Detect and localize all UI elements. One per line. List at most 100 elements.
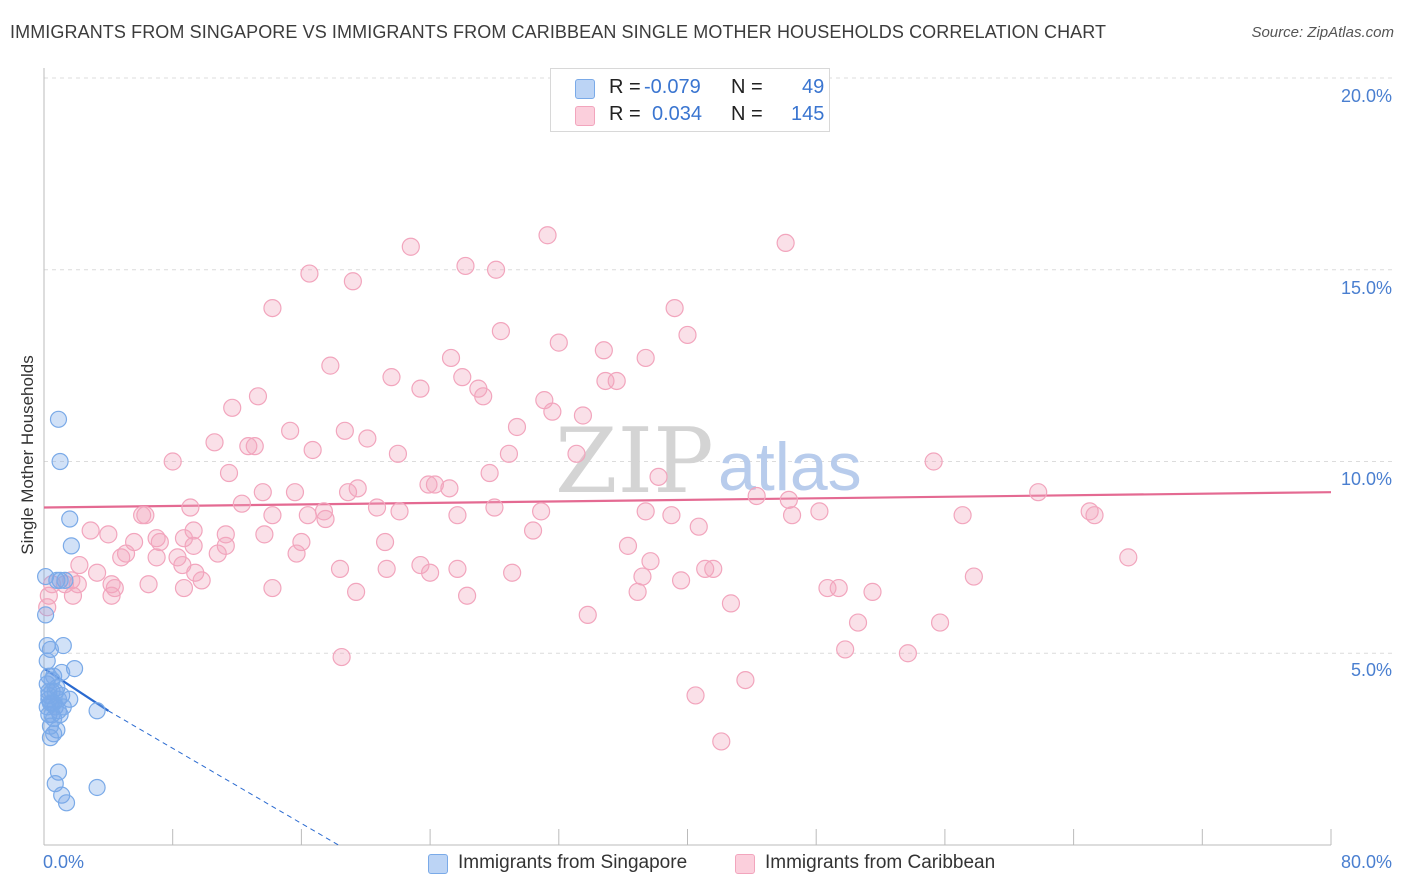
caribbean-point (818, 578, 837, 598)
caribbean-point (205, 433, 224, 452)
caribbean-point (491, 322, 510, 341)
caribbean-point (116, 544, 136, 563)
bottom-legend-label-caribbean: Immigrants from Caribbean (765, 852, 996, 873)
caribbean-point (671, 571, 691, 590)
caribbean-point (633, 567, 652, 586)
caribbean-point (263, 299, 282, 318)
singapore-point (88, 702, 106, 720)
caribbean-point (184, 521, 203, 540)
legend-swatch-caribbean (575, 106, 595, 126)
trend-lines (43, 491, 1332, 846)
singapore-point (49, 410, 68, 428)
singapore-point (41, 717, 60, 735)
legend-r-label: R = (609, 76, 641, 98)
caribbean-point (219, 463, 239, 483)
caribbean-point (686, 686, 705, 705)
source-label: Source: ZipAtlas.com (1251, 24, 1394, 41)
x-tick-min: 0.0% (43, 852, 85, 872)
correlation-legend: R = -0.079 N = 49 R = 0.034 N = 145 (550, 68, 830, 132)
caribbean-point (573, 406, 593, 425)
watermark-atlas: atlas (718, 429, 862, 505)
caribbean-point (388, 444, 408, 463)
singapore-point (38, 652, 56, 670)
caribbean-point (712, 732, 731, 751)
singapore-trend-extension (108, 710, 339, 846)
caribbean-point (263, 506, 282, 525)
caribbean-point (448, 506, 467, 525)
singapore-point (61, 510, 79, 528)
caribbean-points (38, 226, 1138, 751)
caribbean-point (567, 444, 586, 463)
bottom-legend-swatch-caribbean (735, 854, 755, 874)
caribbean-point (538, 226, 557, 245)
chart-title: IMMIGRANTS FROM SINGAPORE VS IMMIGRANTS … (10, 22, 1107, 42)
caribbean-point (419, 475, 438, 494)
caribbean-point (411, 379, 430, 398)
caribbean-point (133, 506, 152, 525)
caribbean-point (458, 586, 477, 605)
caribbean-point (401, 237, 420, 256)
caribbean-point (316, 509, 335, 529)
caribbean-point (348, 479, 367, 498)
caribbean-point (662, 506, 681, 525)
y-axis-label: Single Mother Households (18, 355, 37, 555)
caribbean-point (649, 467, 668, 486)
caribbean-point (248, 387, 268, 406)
caribbean-point (263, 578, 282, 598)
legend-n-label: N = (731, 76, 763, 98)
caribbean-point (721, 594, 741, 613)
caribbean-point (863, 582, 882, 601)
caribbean-point (68, 575, 87, 594)
caribbean-point (382, 368, 401, 387)
caribbean-point (964, 567, 983, 586)
caribbean-point (636, 348, 655, 368)
caribbean-point (425, 475, 445, 494)
caribbean-point (628, 582, 647, 601)
singapore-point (65, 659, 84, 678)
caribbean-point (1080, 502, 1099, 521)
singapore-point (48, 571, 66, 589)
caribbean-point (485, 498, 504, 517)
caribbean-point (898, 644, 917, 663)
caribbean-point (953, 506, 972, 525)
caribbean-point (453, 368, 472, 387)
caribbean-point (99, 525, 118, 544)
legend-swatch-singapore (575, 79, 595, 99)
legend-n-value-singapore: 49 (802, 76, 825, 98)
caribbean-point (678, 325, 697, 345)
caribbean-point (594, 341, 613, 360)
caribbean-point (147, 548, 166, 567)
caribbean-point (139, 575, 158, 594)
caribbean-point (1029, 483, 1048, 502)
caribbean-point (184, 536, 203, 555)
caribbean-point (292, 532, 311, 552)
caribbean-point (924, 452, 943, 471)
caribbean-point (87, 563, 107, 582)
singapore-point (54, 698, 72, 716)
caribbean-point (486, 260, 506, 279)
caribbean-point (665, 299, 684, 318)
y-tick-15: 15.0% (1340, 278, 1392, 298)
y-tick-10: 10.0% (1340, 469, 1392, 489)
caribbean-point (239, 437, 258, 456)
caribbean-point (779, 490, 798, 509)
caribbean-point (596, 371, 615, 391)
caribbean-point (421, 563, 440, 582)
caribbean-point (321, 356, 340, 375)
caribbean-point (736, 670, 755, 690)
caribbean-point (343, 272, 362, 291)
caribbean-point (848, 613, 868, 632)
caribbean-point (440, 479, 459, 498)
caribbean-point (70, 555, 89, 575)
bottom-legend-label-singapore: Immigrants from Singapore (458, 852, 688, 873)
caribbean-point (346, 582, 366, 601)
caribbean-point (448, 559, 467, 578)
caribbean-point (232, 494, 251, 513)
caribbean-point (253, 483, 272, 502)
bottom-legend-swatch-singapore (428, 854, 448, 874)
caribbean-point (474, 387, 493, 406)
singapore-point (57, 794, 76, 812)
caribbean-point (181, 498, 200, 517)
caribbean-point (300, 264, 319, 283)
caribbean-point (507, 417, 527, 437)
